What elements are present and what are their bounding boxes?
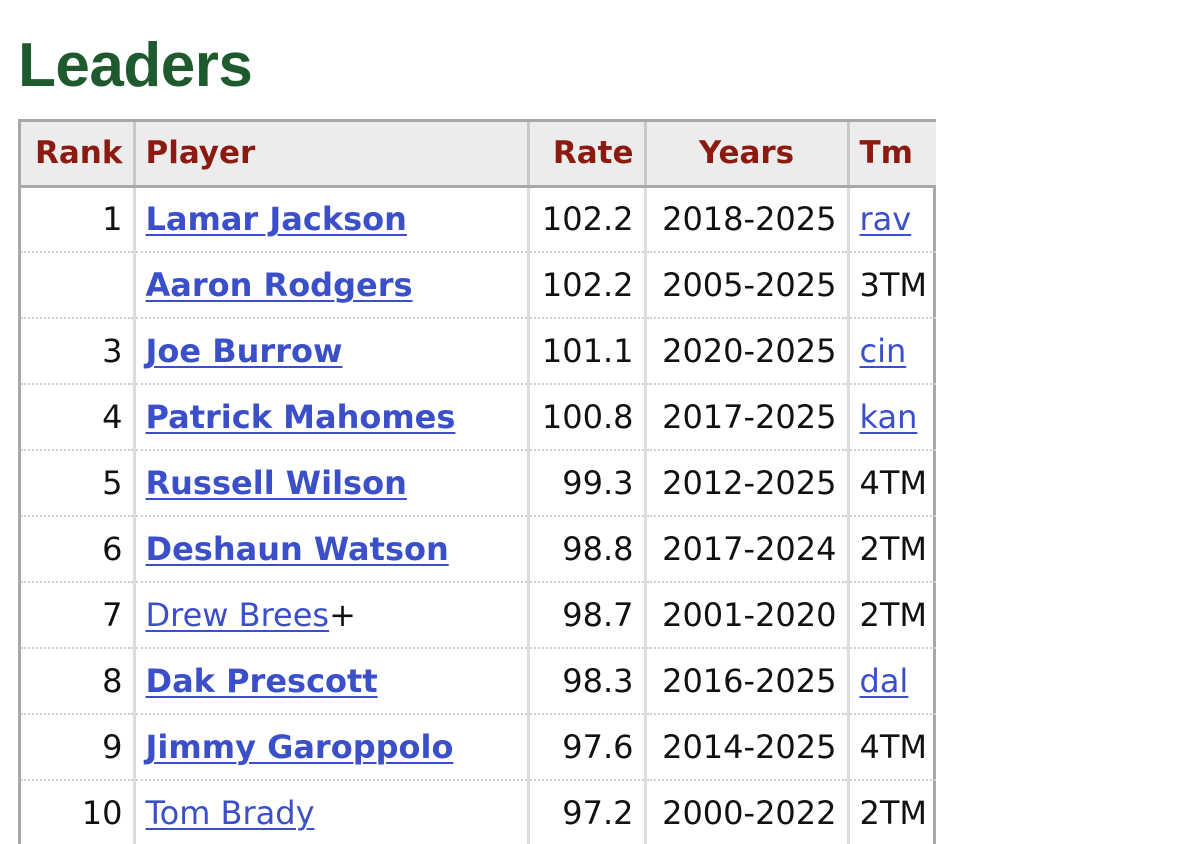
years-column-header[interactable]: Years — [643, 122, 848, 188]
player-cell: Deshaun Watson — [132, 516, 528, 583]
team-cell: kan — [846, 384, 936, 451]
rank-cell: 6 — [21, 516, 134, 583]
table-row: 4 Patrick Mahomes 100.8 2017-2025 kan — [21, 384, 936, 451]
player-link[interactable]: Russell Wilson — [145, 464, 407, 502]
rank-column-header[interactable]: Rank — [21, 122, 134, 188]
player-link[interactable]: Joe Burrow — [145, 332, 343, 370]
rate-cell: 98.8 — [526, 516, 645, 583]
rank-cell: 3 — [21, 318, 134, 385]
rate-cell: 100.8 — [526, 384, 645, 451]
rank-cell: 8 — [21, 648, 134, 715]
player-cell: Joe Burrow — [132, 318, 528, 385]
player-column-header[interactable]: Player — [132, 122, 528, 188]
team-cell: cin — [846, 318, 936, 385]
years-cell: 2016-2025 — [643, 648, 848, 715]
player-cell: Patrick Mahomes — [132, 384, 528, 451]
team-cell: dal — [846, 648, 936, 715]
player-cell: Drew Brees+ — [132, 582, 528, 649]
hall-of-fame-marker: + — [329, 596, 356, 634]
player-link[interactable]: Lamar Jackson — [145, 200, 407, 239]
table-row: 6 Deshaun Watson 98.8 2017-2024 2TM — [21, 516, 936, 583]
rate-cell: 101.1 — [526, 318, 645, 385]
table-row: 10 Tom Brady 97.2 2000-2022 2TM — [21, 780, 936, 844]
table-header: Rank Player Rate Years Tm — [21, 122, 936, 188]
leaders-table-container: Rank Player Rate Years Tm 1 Lamar Jackson… — [18, 119, 936, 844]
rate-cell: 98.7 — [526, 582, 645, 649]
team-link[interactable]: cin — [859, 332, 907, 370]
rate-cell: 102.2 — [526, 186, 645, 253]
header-row: Rank Player Rate Years Tm — [21, 122, 936, 188]
team-cell: 4TM — [846, 714, 936, 781]
player-cell: Tom Brady — [132, 780, 528, 844]
years-cell: 2014-2025 — [643, 714, 848, 781]
years-cell: 2000-2022 — [643, 780, 848, 844]
rate-cell: 97.6 — [526, 714, 645, 781]
player-link[interactable]: Deshaun Watson — [145, 530, 449, 568]
team-link[interactable]: rav — [859, 200, 912, 239]
table-body: 1 Lamar Jackson 102.2 2018-2025 rav Aaron Rod… — [21, 186, 936, 844]
player-cell: Dak Prescott — [132, 648, 528, 715]
team-cell: 4TM — [846, 450, 936, 517]
rank-cell: 4 — [21, 384, 134, 451]
team-cell: 2TM — [846, 582, 936, 649]
table-row: 3 Joe Burrow 101.1 2020-2025 cin — [21, 318, 936, 385]
rank-cell — [21, 252, 134, 319]
years-cell: 2017-2025 — [643, 384, 848, 451]
table-row: 1 Lamar Jackson 102.2 2018-2025 rav — [21, 186, 936, 253]
rate-cell: 97.2 — [526, 780, 645, 844]
player-link[interactable]: Patrick Mahomes — [145, 398, 456, 436]
team-cell: rav — [846, 186, 936, 253]
player-cell: Aaron Rodgers — [132, 252, 528, 319]
rank-cell: 9 — [21, 714, 134, 781]
team-link[interactable]: kan — [859, 398, 918, 436]
years-cell: 2005-2025 — [643, 252, 848, 319]
years-cell: 2001-2020 — [643, 582, 848, 649]
player-cell: Jimmy Garoppolo — [132, 714, 528, 781]
rate-cell: 102.2 — [526, 252, 645, 319]
player-link[interactable]: Drew Brees — [145, 596, 330, 634]
player-link[interactable]: Tom Brady — [145, 794, 315, 832]
rank-cell: 7 — [21, 582, 134, 649]
rank-cell: 10 — [21, 780, 134, 844]
team-link[interactable]: dal — [859, 662, 909, 700]
rate-cell: 98.3 — [526, 648, 645, 715]
player-link[interactable]: Dak Prescott — [145, 662, 378, 700]
page-title: Leaders — [18, 31, 253, 100]
team-column-header[interactable]: Tm — [846, 122, 936, 188]
rank-cell: 1 — [21, 186, 134, 253]
rate-cell: 99.3 — [526, 450, 645, 517]
player-link[interactable]: Aaron Rodgers — [145, 266, 413, 304]
years-cell: 2012-2025 — [643, 450, 848, 517]
table-row: 8 Dak Prescott 98.3 2016-2025 dal — [21, 648, 936, 715]
years-cell: 2017-2024 — [643, 516, 848, 583]
rate-column-header[interactable]: Rate — [526, 122, 645, 188]
table-row: 9 Jimmy Garoppolo 97.6 2014-2025 4TM — [21, 714, 936, 781]
rank-cell: 5 — [21, 450, 134, 517]
table-row: 5 Russell Wilson 99.3 2012-2025 4TM — [21, 450, 936, 517]
player-link[interactable]: Jimmy Garoppolo — [145, 728, 454, 766]
player-cell: Lamar Jackson — [132, 186, 528, 253]
table-row: 7 Drew Brees+ 98.7 2001-2020 2TM — [21, 582, 936, 649]
team-cell: 2TM — [846, 516, 936, 583]
team-cell: 2TM — [846, 780, 936, 844]
player-cell: Russell Wilson — [132, 450, 528, 517]
years-cell: 2020-2025 — [643, 318, 848, 385]
leaders-table: Rank Player Rate Years Tm 1 Lamar Jackson… — [21, 122, 936, 844]
team-cell: 3TM — [846, 252, 936, 319]
table-row: Aaron Rodgers 102.2 2005-2025 3TM — [21, 252, 936, 319]
years-cell: 2018-2025 — [643, 186, 848, 253]
